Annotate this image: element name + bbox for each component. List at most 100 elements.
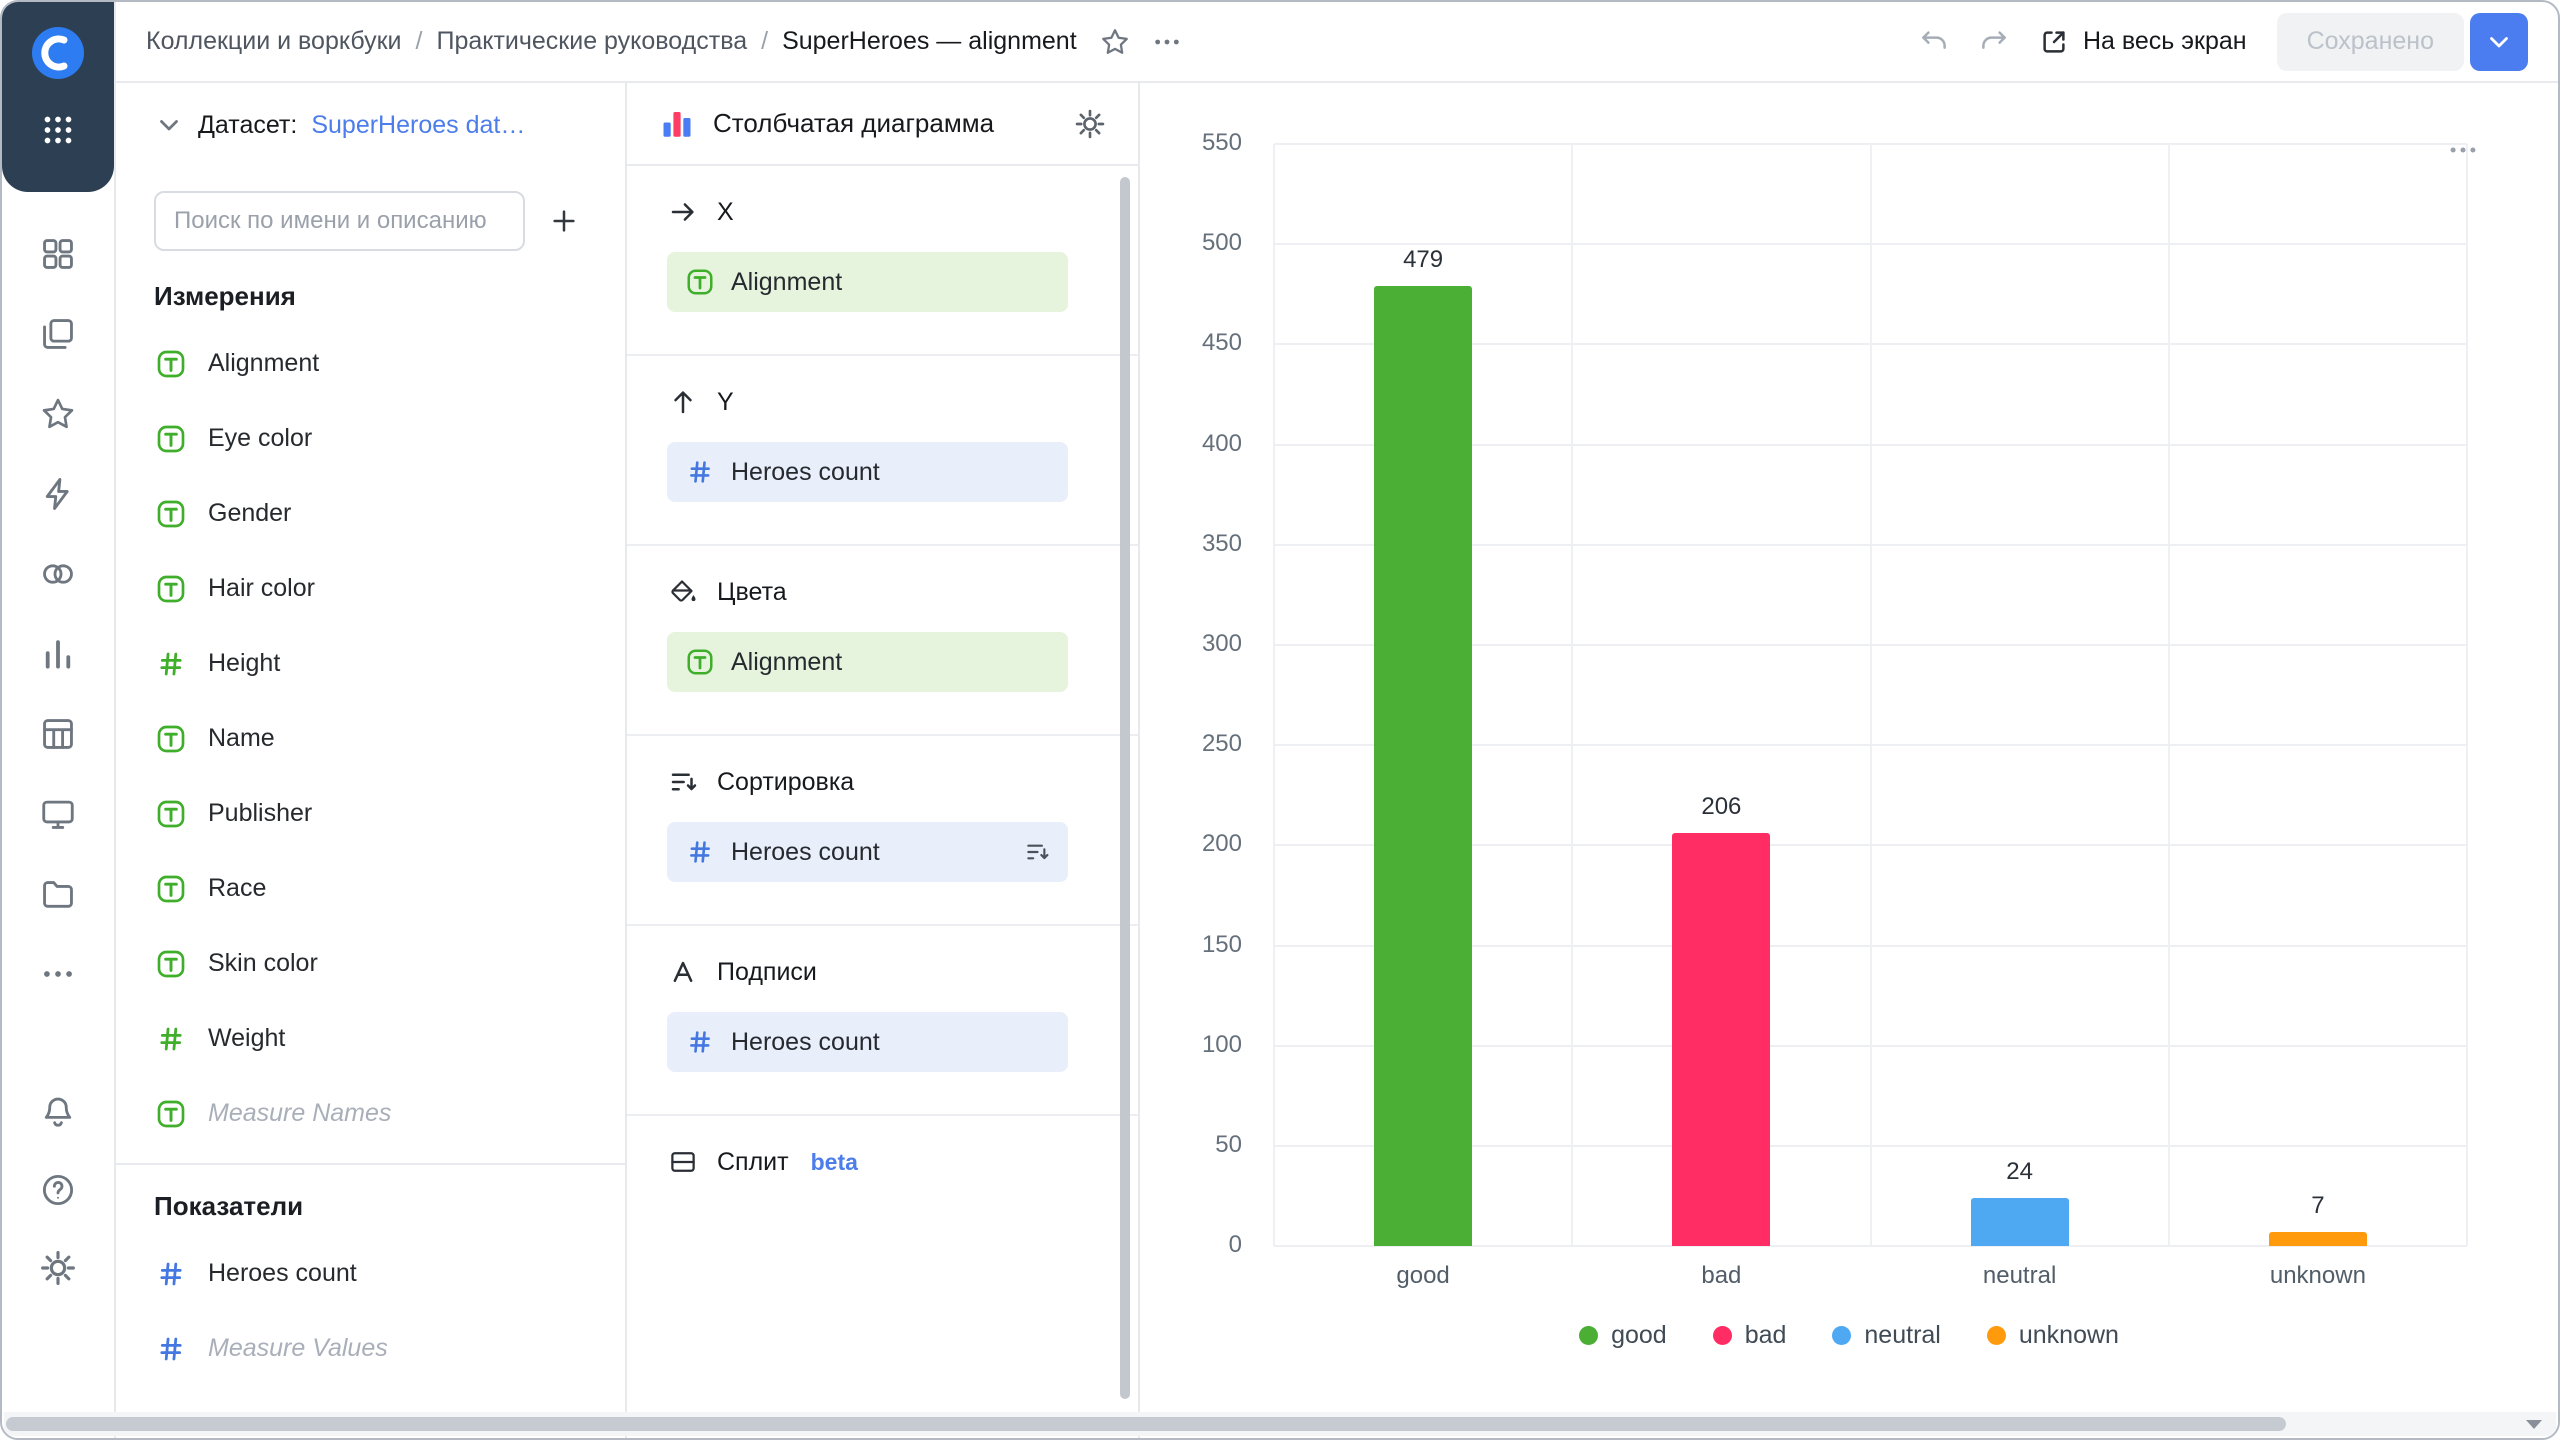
horizontal-scrollbar[interactable] bbox=[4, 1412, 2512, 1436]
rail-lightning-icon[interactable] bbox=[38, 474, 78, 514]
field-label: Gender bbox=[208, 499, 292, 527]
chart-more-menu-icon[interactable] bbox=[2446, 133, 2480, 167]
rail-squares-icon[interactable] bbox=[38, 234, 78, 274]
breadcrumb: Коллекции и воркбуки / Практические руково… bbox=[146, 27, 1077, 56]
bar-value-unknown: 7 bbox=[2311, 1192, 2325, 1219]
field-weight[interactable]: Weight bbox=[154, 1001, 587, 1076]
field-measure-values[interactable]: Measure Values bbox=[154, 1311, 587, 1386]
favorite-star-icon[interactable] bbox=[1099, 26, 1131, 58]
legend-bad[interactable]: bad bbox=[1712, 1321, 1787, 1350]
config-section-sort: Сортировка Heroes count bbox=[627, 736, 1138, 926]
number-type-icon bbox=[154, 647, 188, 681]
paint-icon bbox=[667, 576, 699, 608]
more-menu-icon[interactable] bbox=[1151, 26, 1183, 58]
rail-folder-icon[interactable] bbox=[38, 874, 78, 914]
field-publisher[interactable]: Publisher bbox=[154, 776, 587, 851]
field-label: Hair color bbox=[208, 574, 315, 602]
text-type-icon bbox=[154, 497, 188, 531]
chip-x-alignment[interactable]: Alignment bbox=[667, 252, 1068, 312]
bar-good[interactable] bbox=[1374, 286, 1473, 1246]
scroll-down-arrow[interactable] bbox=[2512, 1412, 2556, 1436]
bar-neutral[interactable] bbox=[1970, 1197, 2069, 1246]
datalens-logo[interactable] bbox=[31, 26, 85, 80]
section-chips: Alignment bbox=[667, 632, 1068, 692]
measures-list: Heroes count Measure Values bbox=[154, 1236, 587, 1386]
collapse-chevron-icon[interactable] bbox=[154, 110, 184, 140]
field-measure-names[interactable]: Measure Names bbox=[154, 1076, 587, 1151]
add-field-button[interactable] bbox=[541, 198, 587, 244]
config-section-x: X Alignment bbox=[627, 166, 1138, 356]
search-input[interactable] bbox=[154, 191, 525, 251]
gridline-vertical bbox=[1571, 144, 1574, 1246]
apps-grid-icon[interactable] bbox=[36, 108, 80, 152]
field-race[interactable]: Race bbox=[154, 851, 587, 926]
redo-icon[interactable] bbox=[1979, 27, 2009, 57]
chart-settings-gear-icon[interactable] bbox=[1074, 108, 1106, 140]
save-group: Сохранено bbox=[2276, 12, 2528, 71]
rail-gear-icon[interactable] bbox=[38, 1248, 78, 1288]
text-type-icon bbox=[154, 722, 188, 756]
workspace: Датасет: SuperHeroes dat… Измерения Alig… bbox=[116, 83, 2558, 1438]
section-chips: Alignment bbox=[667, 252, 1068, 312]
text-type-icon bbox=[154, 947, 188, 981]
section-chips: Heroes count bbox=[667, 442, 1068, 502]
rail-table-icon[interactable] bbox=[38, 714, 78, 754]
field-name[interactable]: Name bbox=[154, 701, 587, 776]
fullscreen-icon bbox=[2039, 27, 2069, 57]
panel-divider bbox=[116, 1163, 625, 1165]
bar-unknown[interactable] bbox=[2268, 1232, 2367, 1246]
config-panel-scrollbar[interactable] bbox=[1120, 177, 1130, 1399]
bar-value-good: 479 bbox=[1403, 246, 1444, 274]
legend-good[interactable]: good bbox=[1579, 1321, 1667, 1350]
breadcrumb-item-0[interactable]: Коллекции и воркбуки bbox=[146, 27, 402, 55]
gridline-vertical bbox=[1273, 144, 1275, 1246]
field-height[interactable]: Height bbox=[154, 626, 587, 701]
rail-bell-icon[interactable] bbox=[38, 1092, 78, 1132]
fullscreen-button[interactable]: На весь экран bbox=[2039, 27, 2247, 57]
breadcrumb-item-2[interactable]: SuperHeroes — alignment bbox=[782, 27, 1077, 55]
section-label: X bbox=[717, 197, 734, 226]
bar-bad[interactable] bbox=[1672, 833, 1771, 1246]
rail-layers-icon[interactable] bbox=[38, 314, 78, 354]
chip-colors-alignment[interactable]: Alignment bbox=[667, 632, 1068, 692]
undo-icon[interactable] bbox=[1919, 27, 1949, 57]
field-skin-color[interactable]: Skin color bbox=[154, 926, 587, 1001]
dimensions-list: Alignment Eye color Gender Hair color Height… bbox=[154, 326, 587, 1151]
rail-icon-stack bbox=[38, 234, 78, 994]
breadcrumb-item-1[interactable]: Практические руководства bbox=[436, 27, 748, 55]
y-tick-label: 400 bbox=[1201, 429, 1242, 457]
column-chart-type-icon[interactable] bbox=[659, 106, 695, 142]
field-eye-color[interactable]: Eye color bbox=[154, 401, 587, 476]
dimensions-heading: Измерения bbox=[154, 281, 296, 311]
rail-star-icon[interactable] bbox=[38, 394, 78, 434]
dataset-name-link[interactable]: SuperHeroes dat… bbox=[311, 110, 526, 139]
legend-neutral[interactable]: neutral bbox=[1832, 1321, 1941, 1350]
horizontal-scrollbar-thumb[interactable] bbox=[6, 1417, 2286, 1431]
chip-labels-heroes-count[interactable]: Heroes count bbox=[667, 1012, 1068, 1072]
datalens-logo-icon bbox=[32, 27, 84, 79]
chip-y-heroes-count[interactable]: Heroes count bbox=[667, 442, 1068, 502]
legend-label: bad bbox=[1744, 1321, 1787, 1349]
rail-help-icon[interactable] bbox=[38, 1170, 78, 1210]
chip-sort-heroes-count[interactable]: Heroes count bbox=[667, 822, 1068, 882]
chart-type-label[interactable]: Столбчатая диаграмма bbox=[713, 108, 995, 138]
dataset-panel: Датасет: SuperHeroes dat… Измерения Alig… bbox=[116, 83, 627, 1438]
field-gender[interactable]: Gender bbox=[154, 476, 587, 551]
config-sections: X Alignment Y Heroes count Цвета Alignment Сор… bbox=[627, 166, 1138, 1220]
rail-dots-h-icon[interactable] bbox=[38, 954, 78, 994]
legend-label: unknown bbox=[2018, 1321, 2119, 1349]
chip-label: Alignment bbox=[731, 267, 843, 296]
field-hair-color[interactable]: Hair color bbox=[154, 551, 587, 626]
save-dropdown-button[interactable] bbox=[2470, 12, 2528, 71]
field-alignment[interactable]: Alignment bbox=[154, 326, 587, 401]
sort-order-icon[interactable] bbox=[1024, 839, 1050, 865]
rail-monitor-icon[interactable] bbox=[38, 794, 78, 834]
field-heroes-count[interactable]: Heroes count bbox=[154, 1236, 587, 1311]
text-type-icon bbox=[154, 572, 188, 606]
saved-button[interactable]: Сохранено bbox=[2276, 12, 2464, 71]
bar-chart-plot: 0 50 100 150 200 250 300 350 400 450 500 550 479 good… bbox=[1140, 83, 2558, 1438]
legend-unknown[interactable]: unknown bbox=[1986, 1321, 2119, 1350]
rail-circles-icon[interactable] bbox=[38, 554, 78, 594]
rail-bars-icon[interactable] bbox=[38, 634, 78, 674]
